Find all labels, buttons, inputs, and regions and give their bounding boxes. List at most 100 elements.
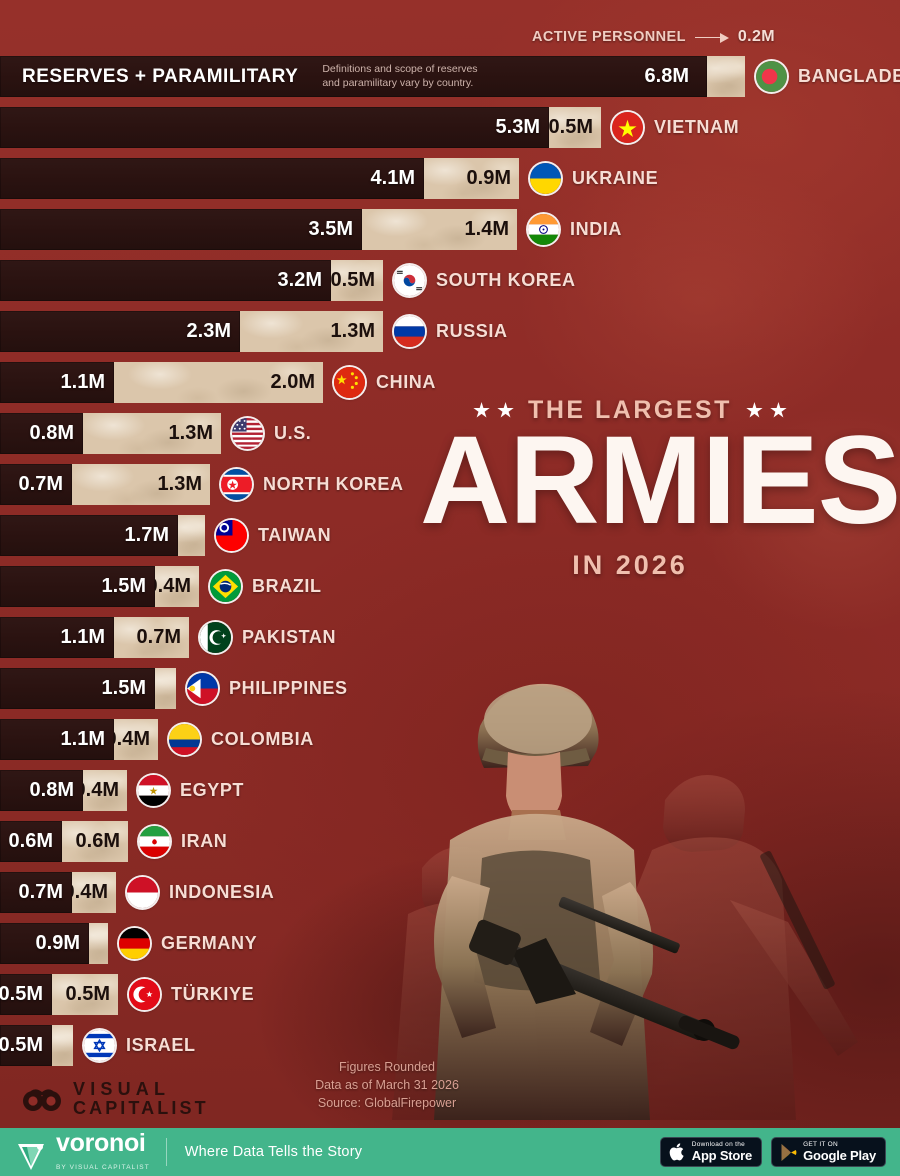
value-reserve-northkorea: 1.3M	[157, 473, 202, 495]
chart-row-header: RESERVES + PARAMILITARY Definitions and …	[0, 56, 900, 97]
value-active-bangladesh: 6.8M	[644, 65, 689, 87]
country-label-bangladesh: BANGLADESH	[798, 66, 900, 86]
country-label-southkorea: SOUTH KOREA	[436, 270, 576, 290]
value-active-taiwan: 1.7M	[124, 524, 169, 546]
value-active-southkorea: 3.2M	[277, 269, 322, 291]
country-label-trkiye: TÜRKIYE	[171, 984, 255, 1004]
source-notes: Figures Rounded Data as of March 31 2026…	[272, 1058, 502, 1112]
flag-icon-trkiye	[129, 979, 160, 1010]
flag-icon-southkorea	[394, 265, 425, 296]
value-active-egypt: 0.8M	[29, 779, 74, 801]
value-active-colombia: 1.1M	[60, 728, 105, 750]
bar-reserve-russia: 1.3M	[240, 311, 383, 352]
bar-active-china: 1.1M	[0, 362, 114, 403]
value-active-russia: 2.3M	[186, 320, 231, 342]
flag-icon-philippines	[187, 673, 218, 704]
legend-active-label: ACTIVE PERSONNEL	[532, 29, 686, 45]
country-label-israel: ISRAEL	[126, 1035, 196, 1055]
country-label-germany: GERMANY	[161, 933, 258, 953]
country-label-indonesia: INDONESIA	[169, 882, 275, 902]
bar-active-indonesia: 0.7M	[0, 872, 72, 913]
voronoi-logo[interactable]: voronoi BY VISUAL CAPITALIST	[14, 1130, 150, 1174]
flag-icon-indonesia	[127, 877, 158, 908]
country-label-taiwan: TAIWAN	[258, 525, 332, 545]
bar-reserve-iran: 0.6M	[62, 821, 128, 862]
title-block: THE LARGEST ARMIES IN 2026	[420, 396, 900, 581]
chart-row: 0.6M 0.6M IRAN	[0, 821, 227, 862]
bar-active-taiwan: 1.7M	[0, 515, 178, 556]
flag-icon-brazil	[210, 571, 241, 602]
bar-reserve-southkorea: 0.5M	[331, 260, 383, 301]
value-reserve-indonesia: 0.4M	[72, 881, 108, 903]
chart-row: 1.1M 0.4M COLOMBIA	[0, 719, 314, 760]
value-active-india: 3.5M	[308, 218, 353, 240]
bar-active-trkiye: 0.5M	[0, 974, 52, 1015]
bar-active-israel: 0.5M	[0, 1025, 52, 1066]
value-active-israel: 0.5M	[0, 1034, 43, 1056]
value-reserve-southkorea: 0.5M	[331, 269, 375, 291]
chart-row: 1.5M 0.4M BRAZIL	[0, 566, 322, 607]
flag-icon-colombia	[169, 724, 200, 755]
chart-row: 0.7M 1.3M NORTH KOREA	[0, 464, 404, 505]
chart-row: 3.5M 1.4M INDIA	[0, 209, 622, 250]
flag-icon-russia	[394, 316, 425, 347]
legend-active-value: 0.2M	[737, 28, 776, 45]
bar-active-brazil: 1.5M	[0, 566, 155, 607]
value-active-pakistan: 1.1M	[60, 626, 105, 648]
star-icon-right	[746, 402, 787, 419]
title-year: IN 2026	[572, 549, 688, 580]
value-reserve-brazil: 0.4M	[155, 575, 191, 597]
arrow-right-icon	[694, 32, 729, 43]
flag-icon-northkorea	[221, 469, 252, 500]
title-main: ARMIES	[420, 411, 900, 550]
flag-icon-pakistan	[200, 622, 231, 653]
country-label-egypt: EGYPT	[180, 780, 245, 800]
bar-reserve-us: 1.3M	[83, 413, 221, 454]
legend-reserves-label: RESERVES + PARAMILITARY	[22, 65, 299, 87]
footer-bar: voronoi BY VISUAL CAPITALIST Where Data …	[0, 1128, 900, 1176]
value-reserve-egypt: 0.4M	[83, 779, 119, 801]
chart-row: 3.2M 0.5M SOUTH KOREA	[0, 260, 576, 301]
app-store-badge[interactable]: Download on the App Store	[659, 1137, 763, 1167]
note-source: Source: GlobalFirepower	[317, 1096, 457, 1111]
voronoi-mark-icon	[18, 1143, 44, 1170]
bar-reserve-brazil: 0.4M	[155, 566, 199, 607]
google-play-badge[interactable]: GET IT ON Google Play	[771, 1137, 886, 1167]
country-label-ukraine: UKRAINE	[572, 168, 659, 188]
value-reserve-russia: 1.3M	[330, 320, 375, 342]
value-reserve-india: 1.4M	[464, 218, 509, 240]
bar-reserve-philippines	[155, 668, 176, 709]
footer-tagline: Where Data Tells the Story	[184, 1144, 363, 1160]
legend-active-personnel: ACTIVE PERSONNEL 0.2M	[532, 28, 775, 46]
bar-active-egypt: 0.8M	[0, 770, 83, 811]
chart-row: 0.7M 0.4M INDONESIA	[0, 872, 274, 913]
value-active-vietnam: 5.3M	[495, 116, 540, 138]
value-reserve-colombia: 0.4M	[114, 728, 150, 750]
title-subtitle: THE LARGEST	[528, 396, 732, 424]
voronoi-byline: BY VISUAL CAPITALIST	[56, 1163, 150, 1171]
value-active-germany: 0.9M	[35, 932, 80, 954]
country-label-china: CHINA	[376, 372, 436, 392]
value-active-trkiye: 0.5M	[0, 983, 43, 1005]
chart-row: 1.7M TAIWAN	[0, 515, 331, 556]
chart-row: 4.1M 0.9M UKRAINE	[0, 158, 658, 199]
chart-row: 0.9M GERMANY	[0, 923, 257, 964]
bar-active-vietnam: 5.3M	[0, 107, 549, 148]
value-active-brazil: 1.5M	[101, 575, 146, 597]
value-active-northkorea: 0.7M	[18, 473, 63, 495]
app-store-small: Download on the	[691, 1140, 746, 1148]
country-label-philippines: PHILIPPINES	[229, 678, 348, 698]
bar-reserve-china: 2.0M	[114, 362, 323, 403]
country-label-us: U.S.	[274, 423, 312, 443]
legend-row: ACTIVE PERSONNEL 0.2M	[0, 28, 900, 52]
chart-row: 0.5M ISRAEL	[0, 1025, 196, 1066]
flag-icon-vietnam	[612, 112, 643, 143]
google-play-big: Google Play	[803, 1147, 876, 1163]
visual-capitalist-logo: VISUAL CAPITALIST	[22, 1080, 209, 1119]
note-figures-rounded: Figures Rounded	[339, 1060, 435, 1074]
value-reserve-china: 2.0M	[270, 371, 315, 393]
binoculars-icon	[23, 1089, 61, 1112]
legend-note: Definitions and scope of reserves and pa…	[322, 62, 478, 89]
google-play-icon	[781, 1143, 797, 1161]
flag-icon-bangladesh	[756, 61, 787, 92]
